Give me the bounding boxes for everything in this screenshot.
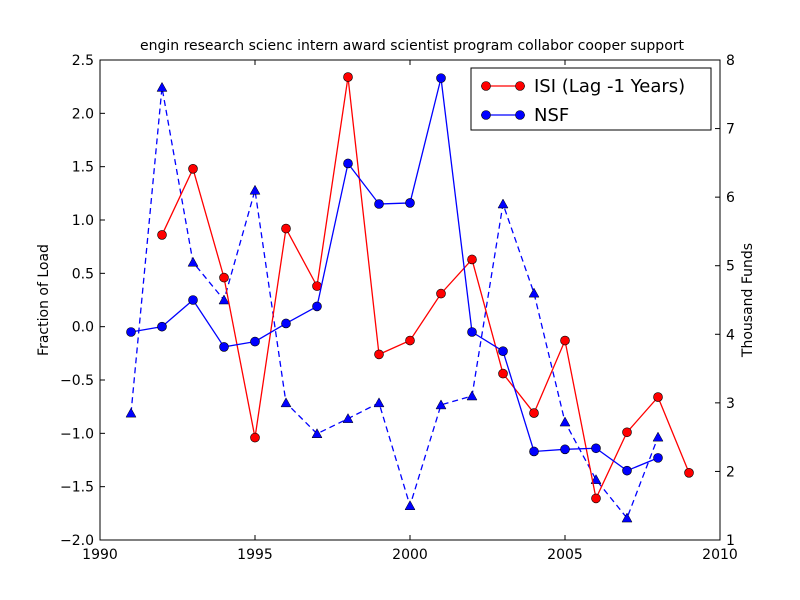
- y-right-tick-label: 6: [726, 190, 735, 206]
- legend-marker-nsf: [515, 110, 525, 120]
- y-right-tick-label: 1: [726, 533, 735, 549]
- data-point-thousand-funds: [590, 474, 602, 484]
- x-tick-label: 1995: [237, 547, 273, 563]
- axis-layer: 1990 1995 2000 2005 2010 −2.0 −1.5 −1.0 −0.5 0.0 0…: [60, 53, 738, 563]
- series-line-isi-lag-1-years: [161, 76, 690, 501]
- data-point-isi-lag-1-years: [529, 408, 539, 418]
- legend-label-isi: ISI (Lag -1 Years): [534, 76, 685, 97]
- data-point-thousand-funds: [559, 416, 571, 427]
- data-point-thousand-funds: [466, 390, 478, 401]
- data-point-nsf: [312, 301, 322, 312]
- y-right-axis-title: Thousand Funds: [740, 243, 756, 358]
- y-left-tick-label: 1.0: [72, 213, 94, 229]
- data-point-thousand-funds: [652, 431, 664, 442]
- data-point-thousand-funds: [373, 397, 385, 408]
- data-point-isi-lag-1-years: [157, 230, 167, 240]
- data-point-isi-lag-1-years: [343, 72, 353, 82]
- data-point-nsf: [653, 453, 663, 463]
- y-left-tick-label: 2.0: [72, 106, 94, 122]
- y-left-tick-label: −1.0: [60, 426, 94, 442]
- data-point-nsf: [188, 295, 198, 305]
- data-point-isi-lag-1-years: [684, 467, 694, 478]
- data-point-nsf: [157, 321, 167, 332]
- legend-label-nsf: NSF: [534, 105, 569, 126]
- y-left-tick-label: −2.0: [60, 533, 94, 549]
- data-point-nsf: [126, 327, 136, 337]
- data-point-isi-lag-1-years: [219, 272, 229, 283]
- data-point-thousand-funds: [528, 287, 540, 298]
- legend-marker-isi: [481, 81, 491, 91]
- data-point-isi-lag-1-years: [405, 335, 415, 346]
- series-line-thousand-funds: [130, 87, 659, 520]
- data-point-thousand-funds: [125, 407, 137, 418]
- data-point-nsf: [560, 444, 570, 455]
- data-point-isi-lag-1-years: [498, 368, 508, 379]
- y-left-axis-title: Fraction of Load: [36, 244, 52, 356]
- data-point-thousand-funds: [435, 399, 447, 410]
- plot-background: [100, 60, 720, 540]
- y-right-tick-label: 4: [726, 327, 735, 343]
- series-layer: [125, 72, 694, 523]
- data-point-nsf: [529, 446, 539, 457]
- data-point-nsf: [622, 465, 632, 476]
- data-point-isi-lag-1-years: [374, 349, 384, 360]
- data-point-thousand-funds: [342, 413, 354, 423]
- y-left-tick-label: 2.5: [72, 53, 94, 69]
- data-point-isi-lag-1-years: [436, 288, 446, 299]
- y-right-tick-label: 7: [726, 122, 735, 138]
- data-point-isi-lag-1-years: [281, 223, 291, 234]
- data-point-thousand-funds: [187, 256, 199, 267]
- data-point-nsf: [498, 346, 508, 357]
- y-left-tick-label: 0.0: [72, 320, 94, 336]
- data-point-nsf: [343, 158, 353, 169]
- data-point-nsf: [281, 318, 291, 329]
- y-right-tick-label: 3: [726, 396, 735, 412]
- data-point-nsf: [436, 73, 446, 83]
- y-right-tick-label: 5: [726, 259, 735, 275]
- chart-title: engin research scienc intern award scien…: [140, 38, 685, 54]
- data-point-isi-lag-1-years: [250, 432, 260, 443]
- series-line-nsf: [130, 77, 659, 472]
- data-point-thousand-funds: [218, 294, 230, 305]
- y-left-tick-label: −0.5: [60, 373, 94, 389]
- data-point-nsf: [374, 199, 384, 209]
- legend-marker-isi: [515, 81, 525, 91]
- data-point-thousand-funds: [156, 81, 168, 92]
- data-point-isi-lag-1-years: [560, 335, 570, 346]
- data-point-thousand-funds: [497, 198, 509, 209]
- data-point-thousand-funds: [249, 184, 261, 195]
- data-point-thousand-funds: [621, 512, 633, 523]
- data-point-isi-lag-1-years: [591, 493, 601, 504]
- legend-box: [470, 67, 712, 131]
- data-point-nsf: [250, 336, 260, 347]
- y-left-tick-label: −1.5: [60, 480, 94, 496]
- x-tick-label: 2010: [702, 547, 738, 563]
- data-point-isi-lag-1-years: [622, 427, 632, 438]
- x-tick-label: 2005: [547, 547, 583, 563]
- y-right-tick-label: 8: [726, 53, 735, 69]
- legend: ISI (Lag -1 Years) NSF: [470, 67, 712, 131]
- y-right-tick-label: 2: [726, 464, 735, 480]
- legend-marker-nsf: [481, 110, 491, 120]
- data-point-isi-lag-1-years: [653, 392, 663, 402]
- y-left-tick-label: 0.5: [72, 266, 94, 282]
- x-tick-label: 2000: [392, 547, 428, 563]
- plot-area: [99, 59, 721, 541]
- data-point-nsf: [591, 443, 601, 454]
- data-point-thousand-funds: [280, 397, 292, 408]
- data-point-isi-lag-1-years: [188, 164, 198, 174]
- data-point-thousand-funds: [311, 428, 323, 438]
- data-point-isi-lag-1-years: [467, 254, 477, 265]
- data-point-nsf: [467, 327, 477, 337]
- y-left-tick-label: 1.5: [72, 160, 94, 176]
- data-point-nsf: [219, 342, 229, 352]
- x-tick-label: 1990: [82, 547, 118, 563]
- data-point-thousand-funds: [404, 500, 416, 510]
- data-point-nsf: [405, 198, 415, 208]
